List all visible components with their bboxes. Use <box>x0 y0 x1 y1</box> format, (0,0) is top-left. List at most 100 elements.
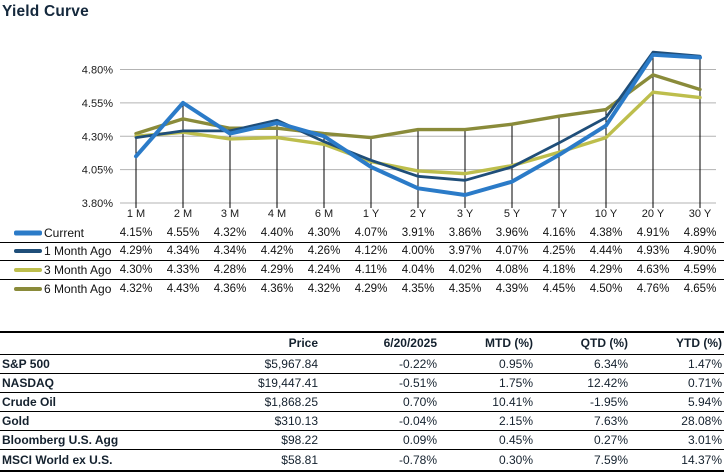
yield-value-cell: 4.28% <box>213 263 247 276</box>
market-data-row: Gold $310.13 -0.04% 2.15% 7.63% 28.08% <box>0 412 724 432</box>
yield-value-cell: 4.12% <box>354 245 388 258</box>
market-value-cell: 1.47% <box>687 356 722 371</box>
yield-value-cell: 4.39% <box>495 283 529 296</box>
y-tick-label: 4.55% <box>82 98 113 110</box>
market-value-cell: 7.63% <box>593 414 628 429</box>
market-row-label: S&P 500 <box>2 356 50 371</box>
market-data-row: NASDAQ $19,447.41 -0.51% 1.75% 12.42% 0.71% <box>0 374 724 393</box>
series-line-3-month-ago <box>134 90 702 176</box>
yield-value-cell: 4.38% <box>589 226 623 239</box>
market-data-row: S&P 500 $5,967.84 -0.22% 0.95% 6.34% 1.47% <box>0 355 724 374</box>
market-row-label: Crude Oil <box>2 394 57 409</box>
x-tick-label: 6 M <box>315 208 333 220</box>
yield-value-cell: 4.26% <box>307 245 341 258</box>
yield-value-cell: 4.93% <box>636 245 670 258</box>
series-line-6-month-ago <box>134 73 702 140</box>
market-row-label: Bloomberg U.S. Agg <box>2 433 119 448</box>
market-value-cell: 0.95% <box>498 356 533 371</box>
yield-value-cell: 4.29% <box>119 245 153 258</box>
yield-value-cell: 4.42% <box>260 245 294 258</box>
yield-value-cell: 3.97% <box>448 245 482 258</box>
yield-value-cell: 4.30% <box>307 226 341 239</box>
yield-value-cell: 4.24% <box>307 263 341 276</box>
yield-value-cell: 4.34% <box>166 245 200 258</box>
x-tick-label: 10 Y <box>595 208 618 220</box>
market-data-row: MSCI World ex U.S. $58.81 -0.78% 0.30% 7.59%… <box>0 450 724 469</box>
market-value-cell: 14.37% <box>681 453 722 468</box>
series-label: 6 Month Ago <box>44 282 112 297</box>
market-value-cell: 0.27% <box>593 433 628 448</box>
yield-value-cell: 4.65% <box>683 283 717 296</box>
yield-value-cell: 4.32% <box>307 283 341 296</box>
market-value-cell: 0.45% <box>498 433 533 448</box>
market-value-cell: 6.34% <box>593 356 628 371</box>
market-value-cell: -0.78% <box>398 453 437 468</box>
x-tick-label: 1 M <box>127 208 145 220</box>
x-tick-label: 5 Y <box>504 208 521 220</box>
market-value-cell: $58.81 <box>281 453 318 468</box>
yield-value-cell: 4.29% <box>354 283 388 296</box>
yield-value-cell: 4.36% <box>213 283 247 296</box>
yield-value-cell: 3.91% <box>401 226 435 239</box>
yield-value-cell: 4.90% <box>683 245 717 258</box>
yield-value-cell: 4.32% <box>213 226 247 239</box>
market-header-cell: MTD (%) <box>485 336 533 351</box>
x-tick-label: 1 Y <box>363 208 380 220</box>
yield-value-cell: 4.40% <box>260 226 294 239</box>
market-summary-table: Price 6/20/2025 MTD (%) QTD (%) YTD (%) S&P 5… <box>0 331 724 472</box>
yield-value-cell: 4.32% <box>119 283 153 296</box>
yield-series-row: Current 4.15% 4.55% 4.32% 4.40% 4.30% 4.07% 3.9… <box>0 224 724 243</box>
yield-value-cell: 4.34% <box>213 245 247 258</box>
market-value-cell: 7.59% <box>593 453 628 468</box>
market-header-cell: QTD (%) <box>580 336 628 351</box>
series-label: 1 Month Ago <box>44 244 112 259</box>
yield-value-cell: 4.59% <box>683 263 717 276</box>
yield-value-cell: 3.96% <box>495 226 529 239</box>
yield-value-cell: 4.29% <box>260 263 294 276</box>
series-label: Current <box>44 225 85 240</box>
yield-value-cell: 4.29% <box>589 263 623 276</box>
market-value-cell: $310.13 <box>274 414 318 429</box>
series-color-swatch <box>14 267 42 272</box>
series-line-current <box>134 52 702 197</box>
market-value-cell: 0.71% <box>687 375 722 390</box>
yield-value-cell: 4.45% <box>542 283 576 296</box>
market-value-cell: 1.75% <box>498 375 533 390</box>
y-tick-label: 4.05% <box>82 165 113 177</box>
yield-series-row: 1 Month Ago 4.29% 4.34% 4.34% 4.42% 4.26% 4.12… <box>0 243 724 262</box>
x-tick-label: 30 Y <box>689 208 712 220</box>
yield-curve-chart: 4.80% 4.55% 4.30% 4.05% 3.80% 1 M 2 M 3 M 4 M 6 M… <box>82 50 716 220</box>
market-value-cell: $98.22 <box>281 433 318 448</box>
yield-value-cell: 4.02% <box>448 263 482 276</box>
market-value-cell: 10.41% <box>492 394 533 409</box>
market-value-cell: $1,868.25 <box>264 394 318 409</box>
y-tick-label: 3.80% <box>82 198 113 210</box>
market-value-cell: 12.42% <box>587 375 628 390</box>
y-tick-label: 4.80% <box>82 65 113 77</box>
market-value-cell: 28.08% <box>681 414 722 429</box>
yield-value-cell: 4.35% <box>448 283 482 296</box>
market-value-cell: 5.94% <box>687 394 722 409</box>
series-color-swatch <box>14 287 42 292</box>
yield-value-cell: 4.07% <box>495 245 529 258</box>
market-header-cell: YTD (%) <box>676 336 722 351</box>
market-data-row: Bloomberg U.S. Agg $98.22 0.09% 0.45% 0.27% 3… <box>0 431 724 451</box>
market-value-cell: 3.01% <box>687 433 722 448</box>
yield-series-row: 3 Month Ago 4.30% 4.33% 4.28% 4.29% 4.24% 4.11… <box>0 261 724 280</box>
yield-value-cell: 4.00% <box>401 245 435 258</box>
x-tick-label: 2 Y <box>410 208 427 220</box>
x-tick-label: 20 Y <box>642 208 665 220</box>
market-data-row: Crude Oil $1,868.25 0.70% 10.41% -1.95% 5.94% <box>0 393 724 413</box>
yield-value-cell: 4.63% <box>636 263 670 276</box>
yield-value-cell: 4.44% <box>589 245 623 258</box>
market-value-cell: 2.15% <box>498 414 533 429</box>
x-tick-label: 4 M <box>268 208 286 220</box>
yield-value-cell: 4.89% <box>683 226 717 239</box>
yield-value-cell: 4.08% <box>495 263 529 276</box>
series-label: 3 Month Ago <box>44 262 112 277</box>
x-tick-label: 3 M <box>221 208 239 220</box>
market-value-cell: 0.09% <box>402 433 437 448</box>
series-line-1-month-ago <box>134 50 702 182</box>
yield-value-cell: 4.35% <box>401 283 435 296</box>
